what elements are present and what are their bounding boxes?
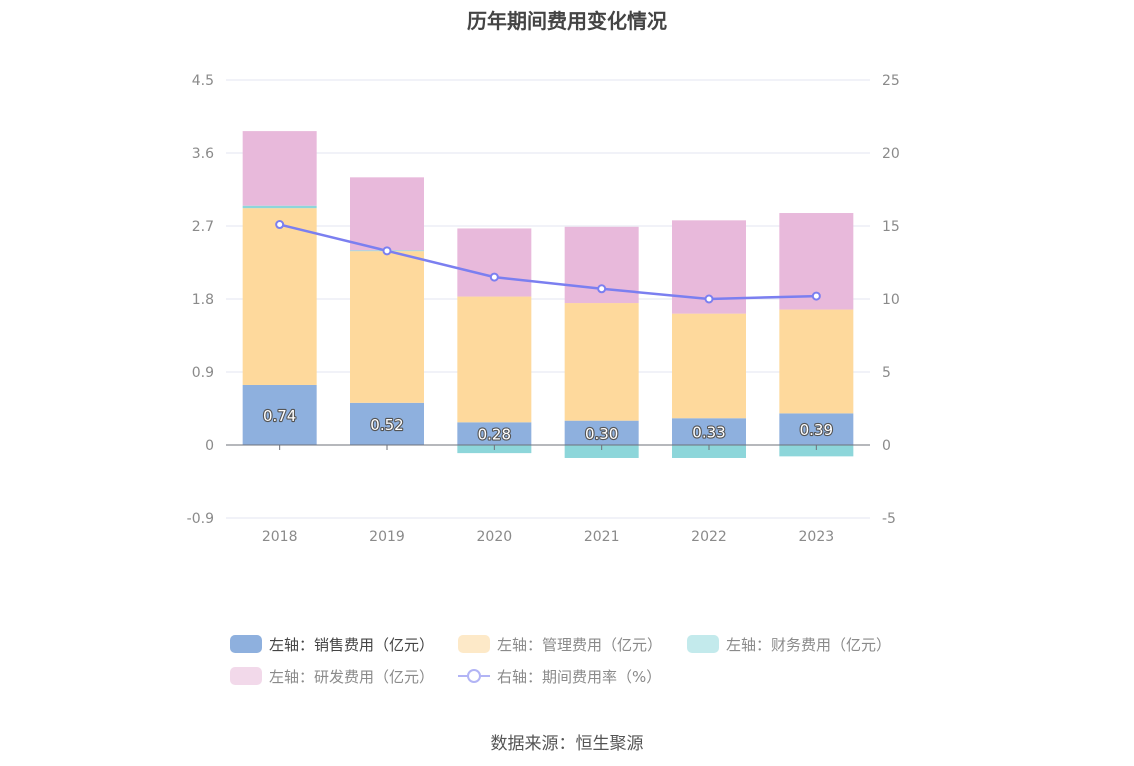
rate-line-point xyxy=(382,246,392,256)
bars xyxy=(242,131,854,458)
legend-item[interactable]: 左轴：财务费用（亿元） xyxy=(687,635,891,654)
left-axis-tick-label: 1.8 xyxy=(192,292,214,308)
rate-line-path xyxy=(279,223,817,301)
rate-line-point xyxy=(597,284,607,294)
bar-segment xyxy=(779,445,854,457)
left-axis-tick-label: 2.7 xyxy=(192,219,214,235)
bar-segment xyxy=(457,228,532,297)
legend-swatch xyxy=(230,667,262,685)
bar-segment xyxy=(242,208,317,385)
bar-segment xyxy=(350,402,424,445)
bar-value-label: 0.28 xyxy=(478,426,511,444)
bar-value-label: 0.30 xyxy=(585,425,618,443)
bar-segment xyxy=(564,445,639,458)
bar-segment xyxy=(564,303,639,421)
legend-swatch xyxy=(458,635,490,653)
right-axis-tick-label: 15 xyxy=(882,219,900,235)
bar-segment xyxy=(242,384,317,445)
left-axis-tick-label: 3.6 xyxy=(192,146,214,162)
x-axis-tick-label: 2021 xyxy=(584,529,620,545)
legend-label: 左轴：管理费用（亿元） xyxy=(497,636,662,654)
legend-item[interactable]: 右轴：期间费用率（%） xyxy=(458,668,661,686)
right-axis-tick-label: 5 xyxy=(882,365,891,381)
bar-segment xyxy=(242,131,317,206)
bar-value-label: 0.39 xyxy=(800,421,833,439)
legend-swatch xyxy=(230,635,262,653)
bar-segment xyxy=(457,422,532,445)
bar-segment xyxy=(242,205,317,209)
bar-labels: 0.74 0.52 0.28 0.30 0.33 0.39 xyxy=(262,406,834,445)
left-axis-tick-label: 0 xyxy=(205,438,214,454)
rate-line-point xyxy=(811,291,821,301)
legend-label: 右轴：期间费用率（%） xyxy=(497,668,661,686)
bar-value-label: 0.74 xyxy=(263,407,296,425)
legend-swatch xyxy=(687,635,719,653)
rate-line xyxy=(275,220,821,304)
right-axis-tick-label: 0 xyxy=(882,438,891,454)
x-axis-tick-label: 2019 xyxy=(369,529,405,545)
legend-line-marker xyxy=(467,669,481,683)
bar-segment xyxy=(350,251,424,403)
legend-label: 左轴：研发费用（亿元） xyxy=(269,668,434,686)
left-axis-tick-label: 4.5 xyxy=(192,73,214,89)
bar-segment xyxy=(779,309,854,414)
bar-value-label: 0.33 xyxy=(692,424,725,442)
legend-item[interactable]: 左轴：研发费用（亿元） xyxy=(230,667,434,686)
x-axis-tick-label: 2018 xyxy=(262,529,298,545)
rate-line-point xyxy=(275,220,285,230)
x-axis xyxy=(226,444,870,450)
right-axis-tick-label: 20 xyxy=(882,146,900,162)
chart-title: 历年期间费用变化情况 xyxy=(467,9,667,33)
rate-line-point xyxy=(489,272,499,282)
legend-item[interactable]: 左轴：销售费用（亿元） xyxy=(230,635,434,654)
legend-item[interactable]: 左轴：管理费用（亿元） xyxy=(458,635,662,654)
bar-segment xyxy=(350,177,424,251)
grid-lines xyxy=(226,79,870,519)
bar-segment xyxy=(672,418,746,445)
bar-segment xyxy=(457,296,532,423)
right-axis-tick-label: -5 xyxy=(882,511,896,527)
bar-segment xyxy=(779,413,854,445)
source-note: 数据来源：恒生聚源 xyxy=(490,734,644,754)
legend-label: 左轴：销售费用（亿元） xyxy=(269,636,434,654)
left-axis-tick-label: -0.9 xyxy=(187,511,214,527)
x-axis-tick-label: 2022 xyxy=(691,529,727,545)
right-axis-tick-label: 10 xyxy=(882,292,900,308)
legend[interactable]: 左轴：销售费用（亿元） 左轴：管理费用（亿元） 左轴：财务费用（亿元） 左轴：研发费用… xyxy=(230,635,891,686)
bar-segment xyxy=(672,445,746,458)
rate-line-point xyxy=(704,294,714,304)
bar-value-label: 0.52 xyxy=(370,416,403,434)
right-axis-tick-label: 25 xyxy=(882,73,900,89)
left-axis-tick-label: 0.9 xyxy=(192,365,214,381)
x-axis-tick-label: 2020 xyxy=(477,529,513,545)
legend-label: 左轴：财务费用（亿元） xyxy=(726,636,891,654)
x-axis-tick-label: 2023 xyxy=(799,529,835,545)
bar-segment xyxy=(564,420,639,445)
axis-ticks: 4.5 3.6 2.7 1.8 0.9 0 -0.9 25 20 15 10 5 0 -5 2018 2019… xyxy=(187,73,900,545)
bar-segment xyxy=(672,313,746,419)
